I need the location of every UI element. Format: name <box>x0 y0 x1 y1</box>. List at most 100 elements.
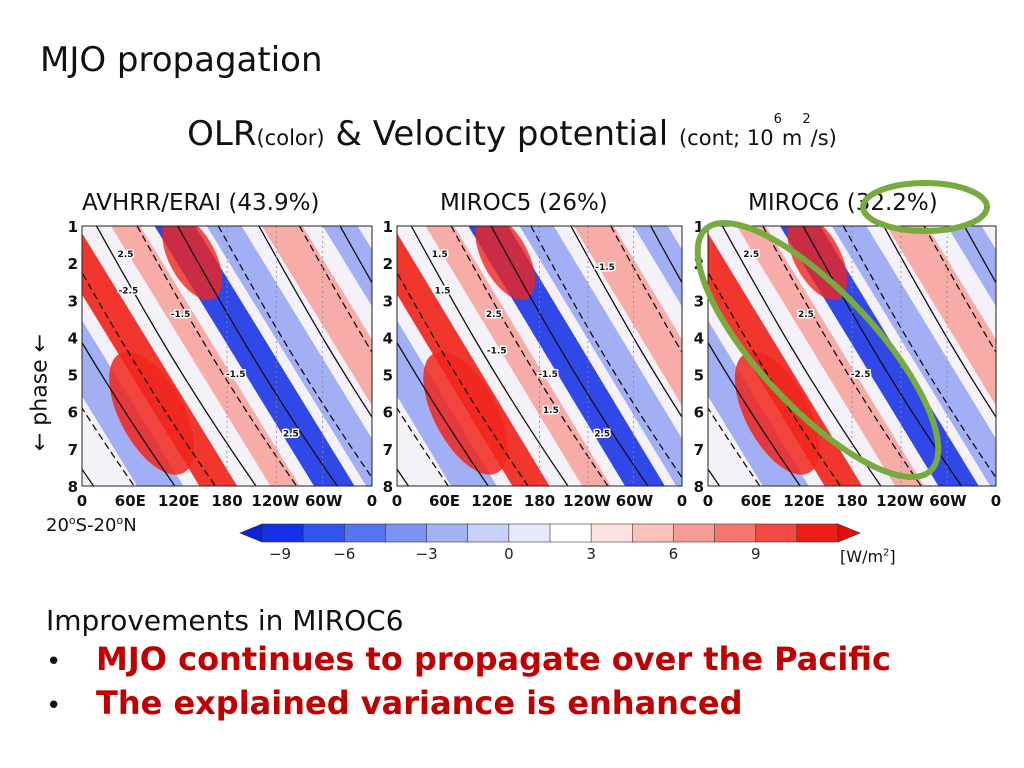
x-tick-label: 60W <box>616 492 654 510</box>
velocity-potential-contour <box>721 226 882 486</box>
contour-label: 1.5 <box>435 287 451 297</box>
contour-label: -1.5 <box>171 310 191 320</box>
panel-title-miroc5: MIROC5 (26%) <box>440 190 608 216</box>
subtitle-amp: & <box>335 114 362 154</box>
x-tick-label: 0 <box>703 492 713 510</box>
x-tick-label: 180 <box>211 492 242 510</box>
colorbar-segment <box>467 523 510 543</box>
y-tick-label: 7 <box>68 441 78 459</box>
colorbar-tick-label: −9 <box>269 545 291 563</box>
velocity-potential-contour <box>708 406 761 486</box>
x-tick-label: 60E <box>115 492 146 510</box>
x-tick-label: 120E <box>158 492 200 510</box>
colorbar-arrow-left <box>239 523 263 543</box>
velocity-potential-contour <box>802 226 962 486</box>
y-tick-label: 4 <box>694 329 704 347</box>
contour-label: 2.5 <box>594 430 610 440</box>
x-tick-label: 0 <box>77 492 87 510</box>
y-tick-label: 8 <box>383 478 393 496</box>
colorbar-segment <box>302 523 346 543</box>
y-tick-label: 5 <box>383 367 393 385</box>
y-tick-label: 4 <box>383 329 393 347</box>
y-tick-label: 6 <box>68 404 78 422</box>
contour-label: 1.5 <box>432 250 448 260</box>
velocity-potential-contour <box>570 226 682 419</box>
olr-anomaly-band <box>708 233 863 486</box>
velocity-potential-contour <box>82 271 216 486</box>
olr-anomaly-band <box>82 233 238 486</box>
contour-label: -1.5 <box>595 263 615 273</box>
bullet-item: • MJO continues to propagate over the Pac… <box>46 640 891 678</box>
y-tick-label: 3 <box>68 292 78 310</box>
colorbar-tick-label: 3 <box>586 545 596 563</box>
x-tick-label: 0 <box>392 492 402 510</box>
x-tick-label: 120W <box>251 492 299 510</box>
bullet-item: • The explained variance is enhanced <box>46 684 743 722</box>
panel-title-avhrr: AVHRR/ERAI (43.9%) <box>82 190 320 216</box>
velocity-potential-contour <box>258 226 372 419</box>
x-tick-label: 120W <box>876 492 924 510</box>
olr-anomaly-band <box>831 226 996 486</box>
plot-frame <box>396 225 683 487</box>
subtitle-vp-note: (cont; 106m2/s) <box>678 112 837 150</box>
contour-label: -1.5 <box>226 370 246 380</box>
plot-frame <box>81 225 373 487</box>
velocity-potential-contour <box>708 271 842 486</box>
x-tick-label: 60E <box>429 492 460 510</box>
y-tick-label: 8 <box>694 478 704 496</box>
velocity-potential-contour <box>82 468 95 486</box>
colorbar-segment <box>673 523 716 543</box>
colorbar-tick-label: −3 <box>416 545 438 563</box>
panel-title-miroc6: MIROC6 (32.2%) <box>748 190 938 216</box>
contour-label: -2.5 <box>851 370 871 380</box>
contour-label: -2.5 <box>119 287 139 297</box>
velocity-potential-contour <box>397 406 449 486</box>
y-tick-label: 5 <box>694 367 704 385</box>
contour-label: 2.5 <box>743 250 759 260</box>
x-tick-label: 0 <box>677 492 687 510</box>
highlight-ellipse-title <box>860 180 990 234</box>
velocity-potential-contour <box>450 226 609 486</box>
colorbar-segment <box>343 523 387 543</box>
x-tick-label: 120E <box>471 492 513 510</box>
velocity-potential-contour <box>963 226 996 285</box>
plot-frame <box>707 225 997 487</box>
y-tick-label: 3 <box>383 292 393 310</box>
y-tick-label: 6 <box>694 404 704 422</box>
velocity-potential-contour <box>95 226 257 486</box>
olr-anomaly-band <box>322 226 372 307</box>
contour-label: 1.5 <box>543 406 559 416</box>
olr-anomaly-band <box>397 233 550 486</box>
colorbar-arrow-right <box>837 523 861 543</box>
colorbar-segment <box>549 523 592 543</box>
colorbar-segment <box>796 523 839 543</box>
contour-label: 2.5 <box>798 310 814 320</box>
colorbar-segment <box>426 523 469 543</box>
x-tick-label: 60W <box>929 492 967 510</box>
olr-anomaly-band <box>423 351 508 475</box>
y-tick-label: 6 <box>383 404 393 422</box>
velocity-potential-contour <box>298 226 372 354</box>
velocity-potential-contour <box>177 226 338 486</box>
x-tick-label: 120E <box>783 492 825 510</box>
x-tick-label: 0 <box>991 492 1001 510</box>
colorbar-segment <box>508 523 551 543</box>
x-tick-label: 60E <box>740 492 771 510</box>
olr-anomaly-band <box>261 226 372 406</box>
highlight-ellipse-band <box>694 220 942 480</box>
contour-label: -1.5 <box>487 346 507 356</box>
velocity-potential-contour <box>490 226 649 486</box>
velocity-potential-contour <box>410 226 569 486</box>
velocity-potential-contour <box>82 406 135 486</box>
x-tick-label: 120W <box>563 492 611 510</box>
velocity-potential-contour <box>762 226 922 486</box>
velocity-potential-contour <box>82 341 176 486</box>
colorbar-unit: [W/m2] <box>840 547 896 566</box>
x-tick-label: 180 <box>524 492 555 510</box>
improvements-heading: Improvements in MIROC6 <box>46 604 404 637</box>
subtitle-vp: Velocity potential <box>372 114 669 154</box>
velocity-potential-contour <box>842 226 996 479</box>
